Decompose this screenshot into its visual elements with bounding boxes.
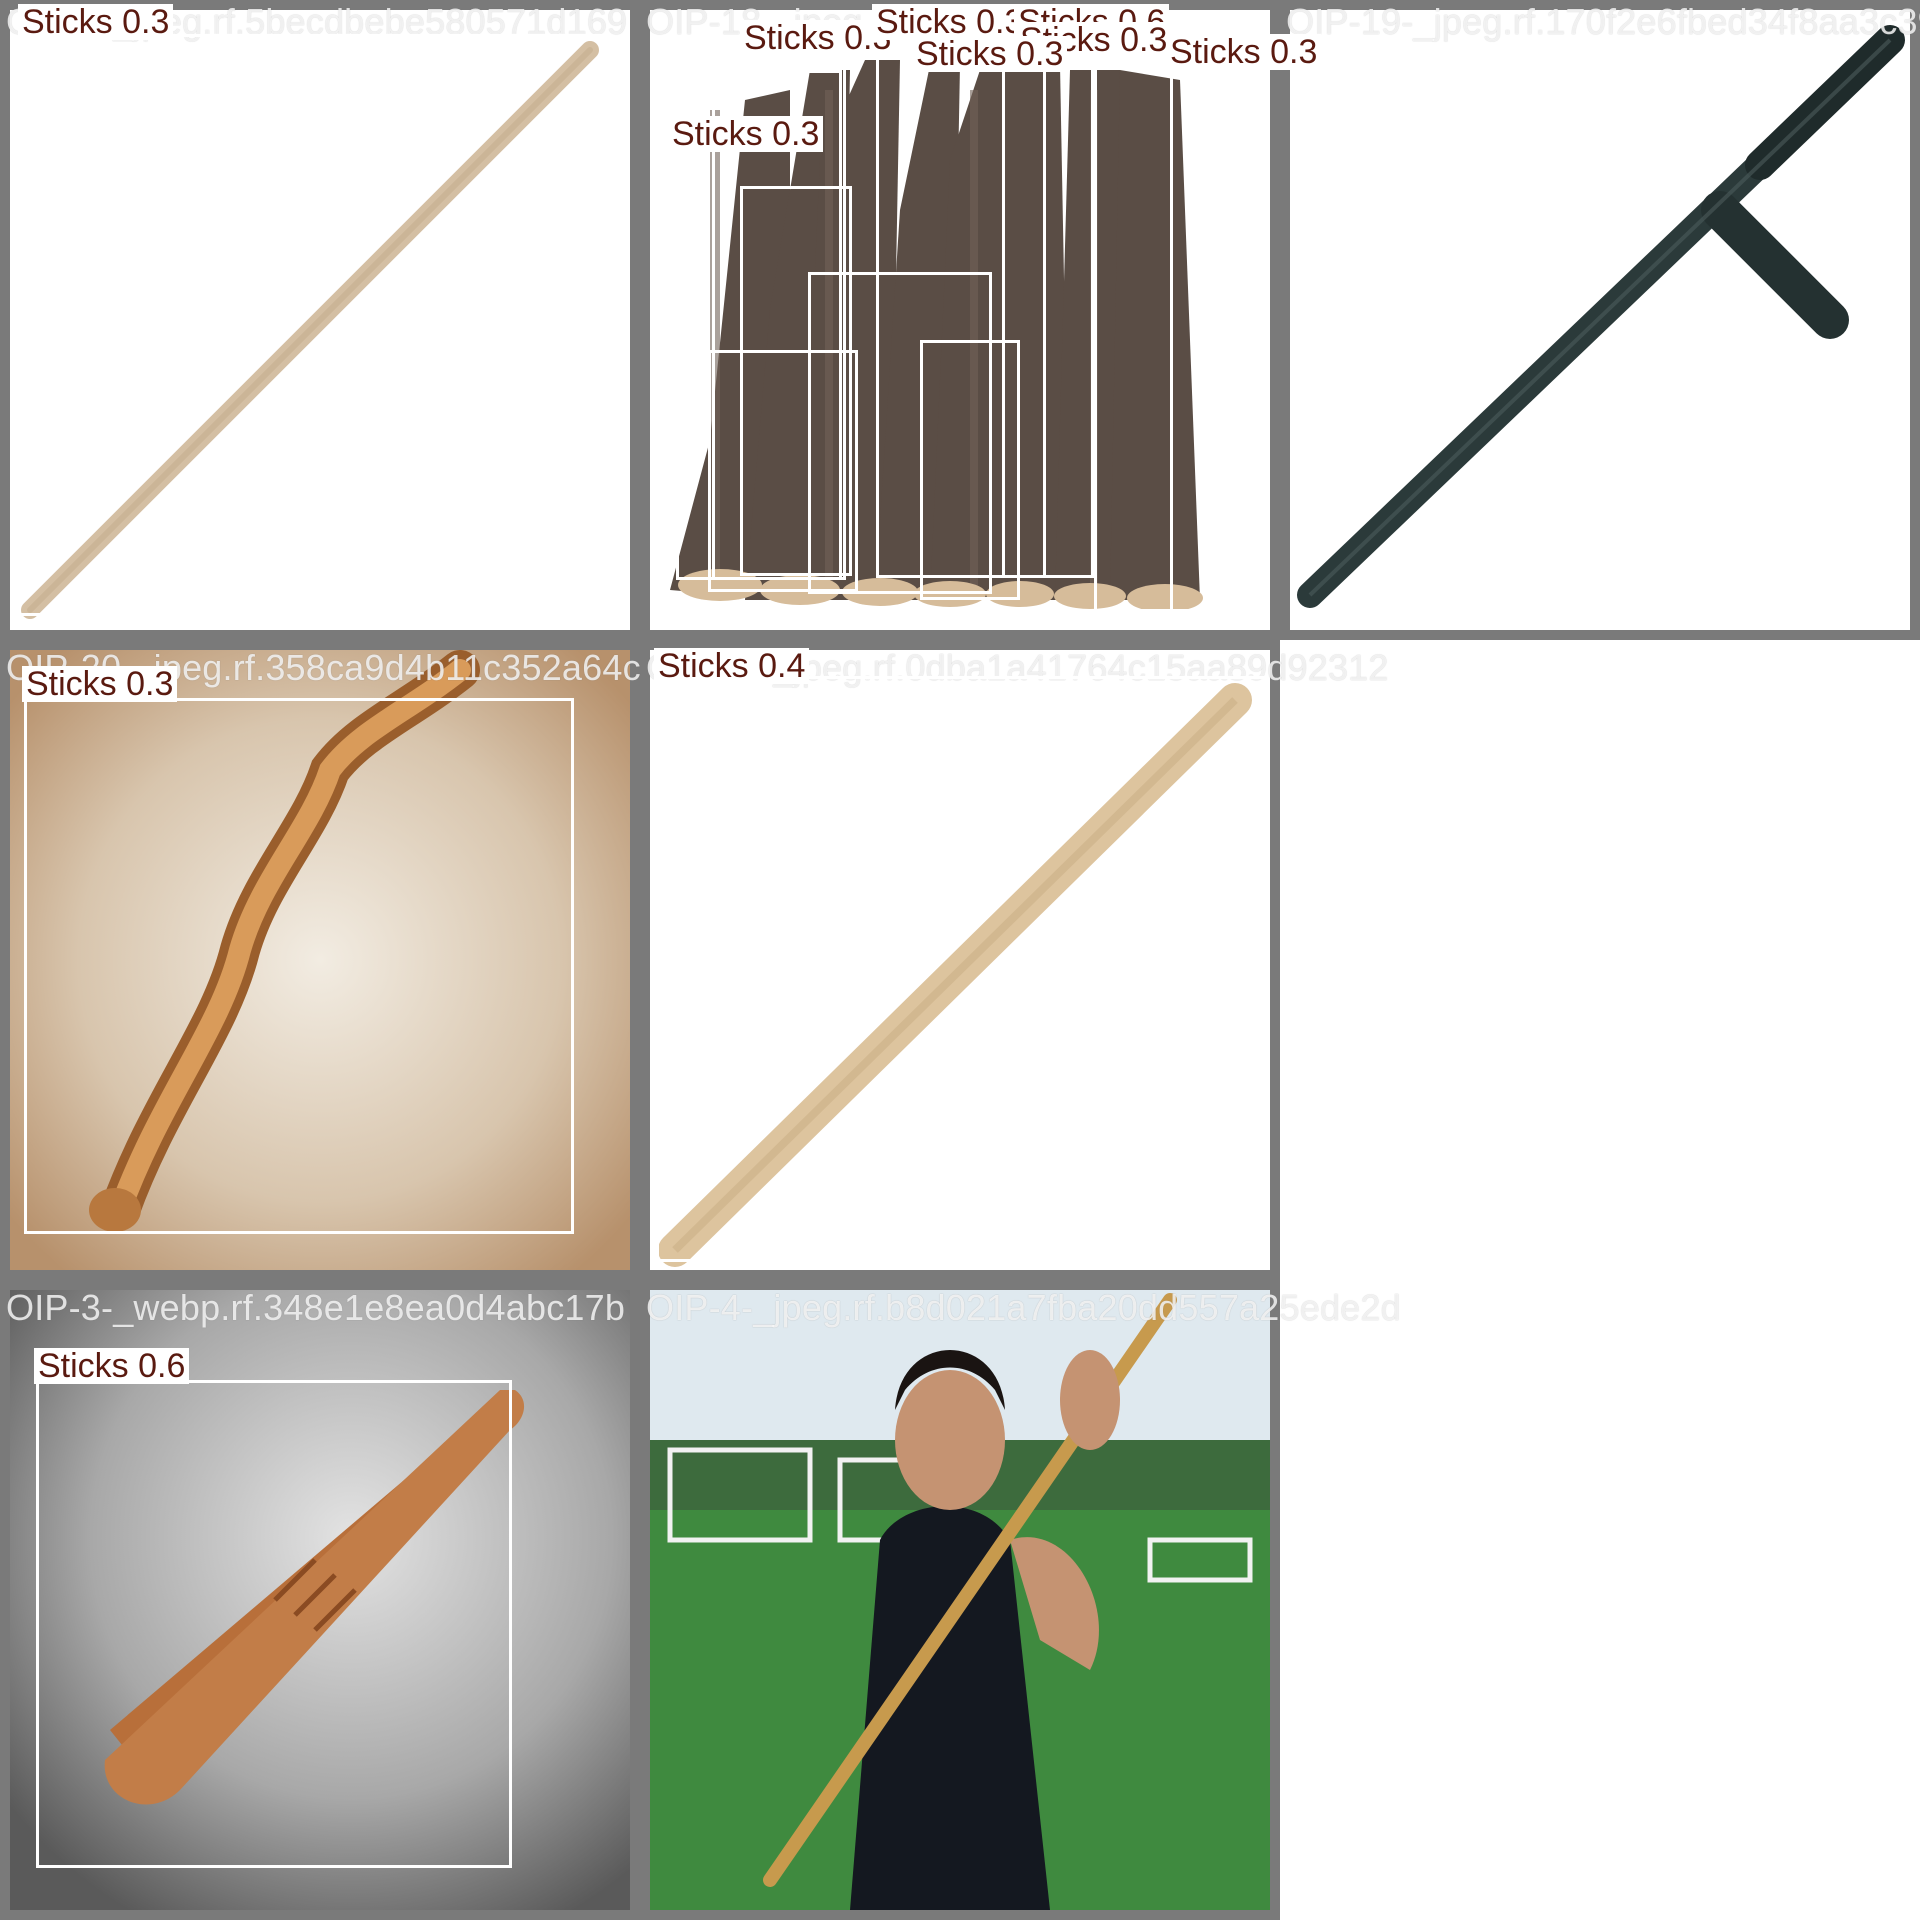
detection-box	[808, 272, 992, 594]
detection-box	[740, 186, 852, 576]
detection-box	[24, 698, 574, 1234]
detection-label: Sticks 0.3	[912, 36, 1068, 72]
detection-box	[920, 340, 1020, 600]
wooden-stick-photo	[650, 650, 1270, 1270]
image-tile-7	[0, 1280, 640, 1920]
baton-photo	[1290, 10, 1910, 630]
image-tile-2	[640, 0, 1280, 640]
club-photo	[10, 1290, 630, 1910]
detection-box	[712, 70, 842, 580]
detection-label: Sticks 0.3	[668, 116, 824, 152]
detection-box	[708, 350, 858, 592]
detection-label: Sticks 0.3	[18, 4, 174, 40]
twisted-stick-photo	[10, 650, 630, 1270]
stick-photo	[10, 10, 630, 630]
image-tile-4	[0, 640, 640, 1280]
detection-box	[18, 34, 608, 616]
detection-box	[656, 676, 1266, 1262]
detection-label: Sticks 0.3	[740, 20, 896, 56]
detection-label: Sticks 0.4	[654, 648, 810, 684]
image-tile-3	[1280, 0, 1920, 640]
filename-label-7: OIP-3-_webp.rf.348e1e8ea0d4abc17b	[6, 1287, 626, 1328]
filename-label-3: OIP-19-_jpeg.rf.170f2e6fbed34f8aa3c39	[1286, 1, 1920, 42]
martial-artist-photo	[650, 1290, 1270, 1910]
image-tile-5	[640, 640, 1280, 1280]
detection-box	[36, 1380, 512, 1868]
detection-box	[1170, 50, 1252, 612]
image-tile-1	[0, 0, 640, 640]
detection-label: Sticks 0.3	[1166, 34, 1322, 70]
detection-label: Sticks 0.3	[872, 4, 1028, 40]
detection-label: Sticks 0.6	[34, 1348, 190, 1384]
logs-photo	[650, 10, 1270, 630]
filename-label-8: OIP-4-_jpeg.rf.b8d021a7fba20dd557a25ede2…	[646, 1287, 1401, 1328]
image-tile-8	[640, 1280, 1280, 1920]
detection-label: Sticks 0.3	[22, 666, 178, 702]
